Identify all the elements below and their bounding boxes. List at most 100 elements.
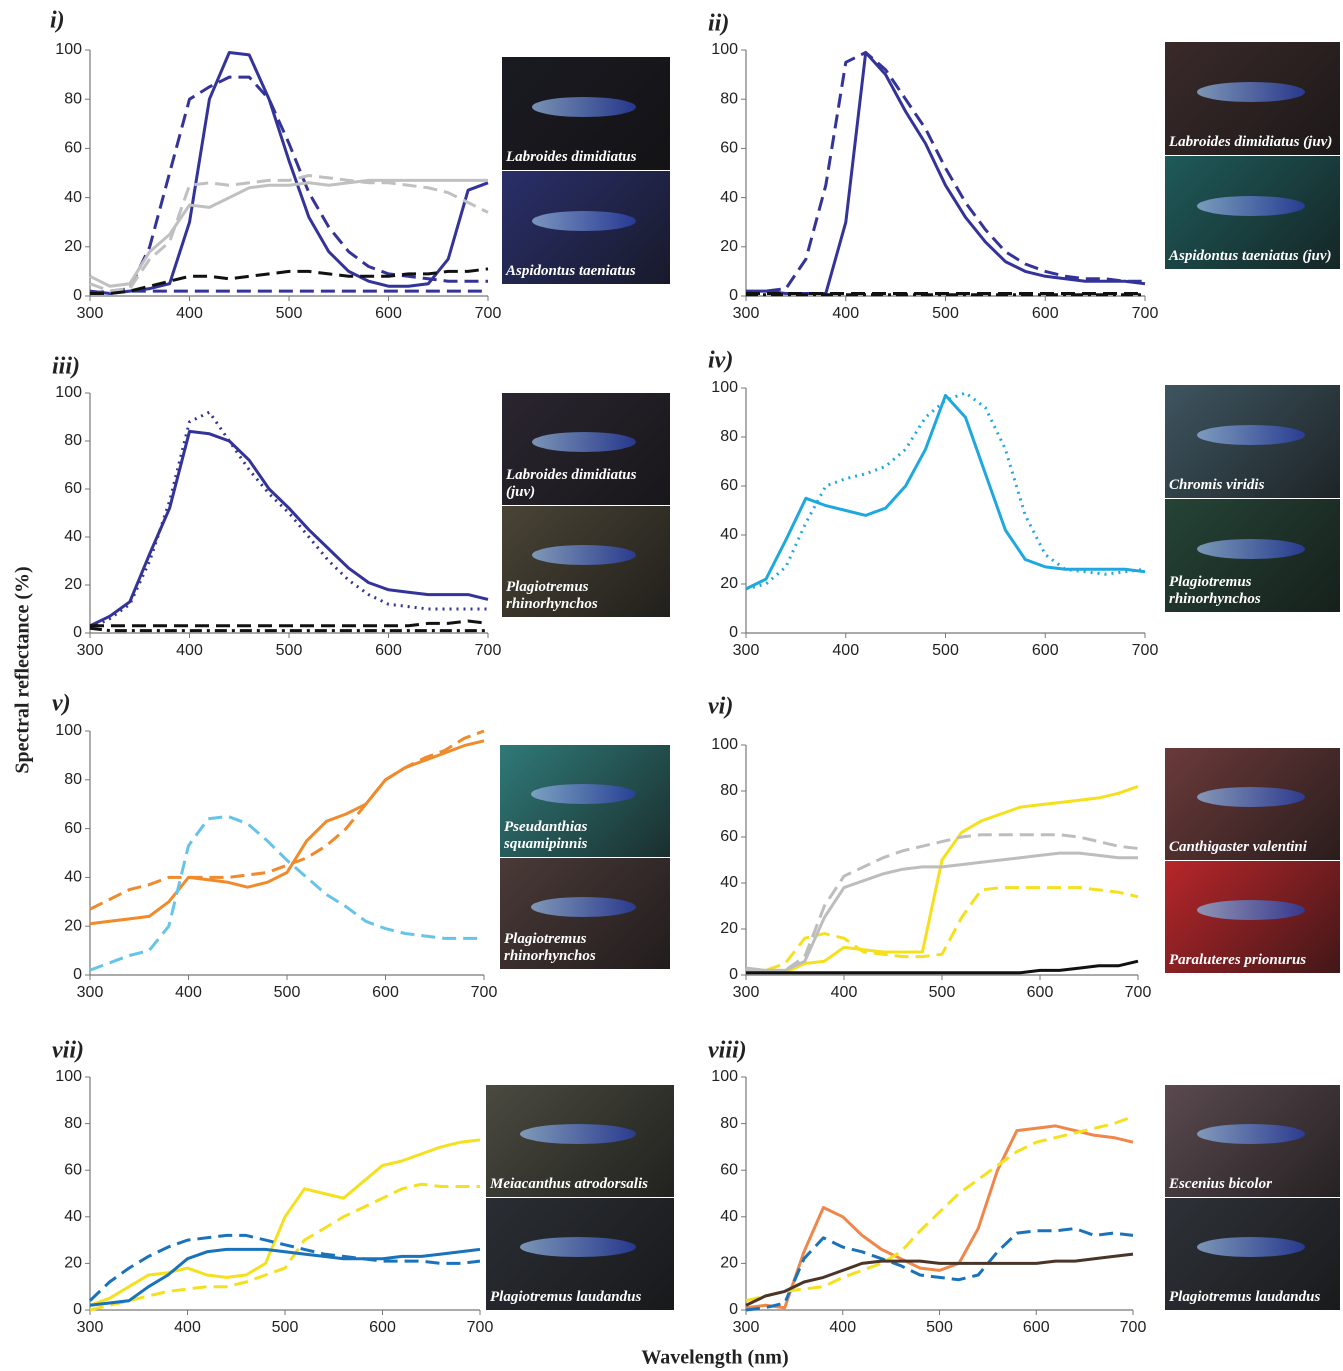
x-tick-label: 500: [929, 984, 956, 1001]
fish-photo: Escenius bicolor: [1165, 1085, 1340, 1197]
y-tick-label: 0: [73, 1301, 82, 1318]
y-tick-label: 40: [720, 874, 738, 891]
x-tick-label: 600: [1032, 305, 1059, 322]
series-line: [89, 75, 488, 295]
y-tick-label: 0: [729, 287, 738, 304]
y-tick-label: 0: [729, 966, 738, 983]
fish-photo: Plagiotremus rhinorhynchos: [502, 505, 670, 617]
y-tick-label: 100: [711, 379, 738, 396]
y-tick-label: 20: [720, 920, 738, 937]
fish-photo: Plagiotremus rhinorhynchos: [1165, 499, 1340, 612]
x-tick-label: 300: [733, 984, 760, 1001]
y-tick-label: 80: [64, 1115, 82, 1132]
series-line: [90, 267, 489, 295]
series-line: [89, 739, 485, 926]
y-tick-label: 20: [64, 238, 82, 255]
series-line: [745, 1124, 1134, 1310]
y-tick-label: 80: [720, 90, 738, 107]
x-tick-label: 300: [77, 642, 104, 659]
series-line: [89, 51, 489, 295]
fish-shape: [1196, 424, 1305, 445]
x-tick-label: 600: [375, 642, 402, 659]
x-tick-label: 700: [475, 305, 502, 322]
y-tick-label: 20: [64, 1255, 82, 1272]
fish-photo: Canthigaster valentini: [1165, 748, 1340, 860]
photo-caption: Plagiotremus rhinorhynchos: [504, 931, 596, 964]
y-tick-label: 20: [720, 575, 738, 592]
photo-caption: Labroides dimidiatus (juv): [506, 466, 637, 500]
x-tick-label: 400: [176, 642, 203, 659]
fish-photo: Chromis viridis: [1165, 385, 1340, 498]
series-line: [746, 959, 1139, 975]
series-line: [89, 1182, 480, 1312]
y-tick-label: 100: [55, 384, 82, 401]
fish-photo: Aspidontus taeniatus (juv): [1165, 156, 1340, 269]
x-tick-label: 300: [733, 642, 760, 659]
photo-caption: Aspidontus taeniatus: [506, 263, 636, 279]
y-tick-label: 20: [64, 917, 82, 934]
y-tick-label: 100: [711, 1068, 738, 1085]
x-tick-label: 400: [174, 1319, 201, 1336]
fish-shape: [532, 432, 637, 453]
fish-shape: [1196, 900, 1305, 921]
fish-shape: [532, 544, 637, 565]
series-line: [89, 814, 484, 972]
series-line: [89, 410, 488, 630]
x-tick-label: 400: [829, 1319, 856, 1336]
y-tick-label: 60: [64, 820, 82, 837]
series-line: [745, 1227, 1134, 1312]
x-tick-label: 700: [1132, 642, 1159, 659]
series-line: [89, 178, 488, 288]
x-tick-label: 700: [471, 984, 498, 1001]
y-tick-label: 40: [720, 189, 738, 206]
photo-caption: Meiacanthus atrodorsalis: [490, 1176, 648, 1192]
y-tick-label: 80: [64, 432, 82, 449]
y-tick-label: 40: [64, 189, 82, 206]
series-line: [745, 851, 1138, 972]
fish-photo: Labroides dimidiatus: [502, 57, 670, 170]
y-tick-label: 80: [720, 428, 738, 445]
panel-title: viii): [708, 1038, 747, 1064]
y-tick-label: 60: [64, 480, 82, 497]
series-line: [88, 1233, 481, 1302]
x-tick-label: 600: [369, 1319, 396, 1336]
y-tick-label: 60: [720, 1161, 738, 1178]
x-tick-label: 400: [831, 984, 858, 1001]
series-line: [746, 51, 1146, 295]
photo-caption: Pseudanthias squamipinnis: [504, 818, 588, 852]
series-line: [745, 393, 1146, 591]
fish-photo: Aspidontus taeniatus: [502, 171, 670, 284]
x-tick-label: 300: [77, 305, 104, 322]
x-tick-label: 700: [1120, 1319, 1147, 1336]
photo-caption: Plagiotremus laudandus: [1169, 1289, 1321, 1305]
fish-shape: [519, 1124, 637, 1145]
fish-shape: [1196, 1237, 1305, 1258]
x-tick-label: 700: [475, 642, 502, 659]
fish-photo: Plagiotremus laudandus: [1165, 1198, 1340, 1310]
fish-photo: Plagiotremus laudandus: [486, 1198, 674, 1310]
fish-shape: [1196, 1124, 1305, 1145]
x-axis-label: Wavelength (nm): [641, 1347, 788, 1369]
y-tick-label: 60: [64, 1161, 82, 1178]
y-tick-label: 40: [64, 528, 82, 545]
y-tick-label: 60: [720, 140, 738, 157]
y-tick-label: 80: [720, 1115, 738, 1132]
x-tick-label: 300: [733, 305, 760, 322]
y-tick-label: 60: [720, 477, 738, 494]
series-line: [90, 619, 489, 628]
y-tick-label: 40: [720, 1208, 738, 1225]
series-line: [89, 289, 488, 295]
fish-shape: [532, 96, 637, 117]
panel-title: ii): [708, 11, 729, 37]
x-tick-label: 500: [276, 642, 303, 659]
x-tick-label: 700: [1132, 305, 1159, 322]
fish-shape: [530, 896, 636, 917]
series-line: [89, 429, 489, 628]
series-line: [89, 626, 488, 633]
fish-photo: Paraluteres prionurus: [1165, 861, 1340, 973]
y-tick-label: 20: [720, 1255, 738, 1272]
panel-title: iv): [708, 348, 733, 374]
y-tick-label: 0: [73, 287, 82, 304]
series-line: [89, 1138, 481, 1307]
